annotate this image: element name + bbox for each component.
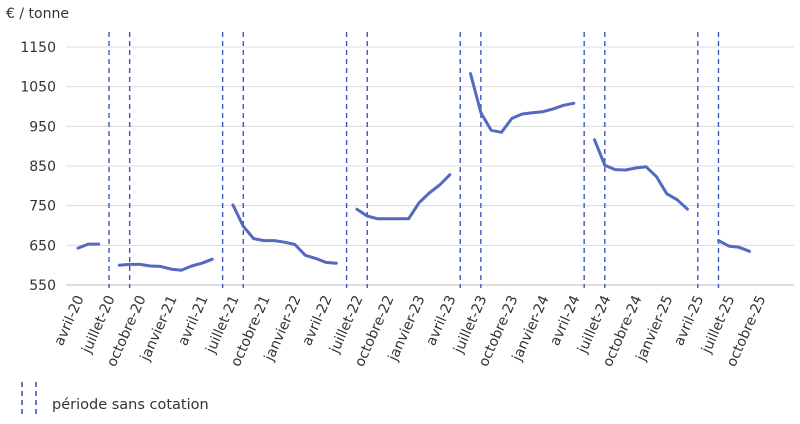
price-series bbox=[76, 72, 751, 272]
series-segment bbox=[469, 72, 576, 134]
series-segment bbox=[231, 203, 338, 265]
y-tick-label: 550 bbox=[29, 278, 56, 294]
legend-label: période sans cotation bbox=[52, 397, 209, 413]
y-axis-ticks: 550 650 750 850 950 1050 1150 bbox=[20, 40, 56, 294]
series-segment bbox=[355, 173, 452, 221]
y-tick-label: 750 bbox=[29, 199, 56, 215]
y-axis-unit-label: € / tonne bbox=[6, 6, 69, 22]
y-tick-label: 850 bbox=[29, 159, 56, 175]
series-segment bbox=[76, 242, 101, 250]
y-tick-label: 950 bbox=[29, 119, 56, 135]
series-segment bbox=[593, 138, 689, 211]
y-tick-label: 1050 bbox=[20, 80, 56, 96]
series-segment bbox=[117, 257, 214, 272]
y-tick-label: 650 bbox=[29, 238, 56, 254]
y-tick-label: 1150 bbox=[20, 40, 56, 56]
grid-lines bbox=[66, 46, 794, 286]
series-segment bbox=[717, 239, 751, 253]
dashed-line-legend-icon bbox=[21, 382, 37, 418]
x-axis-ticks: avril-20juillet-20octobre-20janvier-21av… bbox=[51, 293, 769, 369]
no-quote-markers bbox=[108, 32, 720, 288]
